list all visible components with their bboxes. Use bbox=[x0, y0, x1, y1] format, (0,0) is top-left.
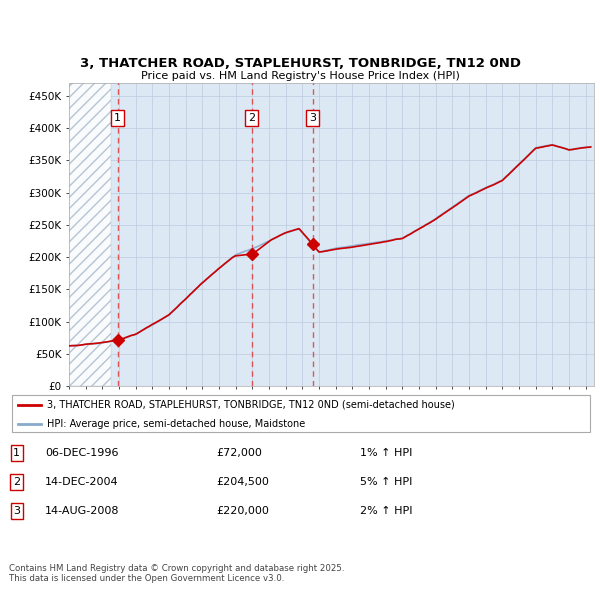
Text: Price paid vs. HM Land Registry's House Price Index (HPI): Price paid vs. HM Land Registry's House … bbox=[140, 71, 460, 80]
Text: 14-AUG-2008: 14-AUG-2008 bbox=[45, 506, 119, 516]
Text: HPI: Average price, semi-detached house, Maidstone: HPI: Average price, semi-detached house,… bbox=[47, 419, 305, 428]
Text: 3, THATCHER ROAD, STAPLEHURST, TONBRIDGE, TN12 0ND: 3, THATCHER ROAD, STAPLEHURST, TONBRIDGE… bbox=[79, 57, 521, 70]
Text: £204,500: £204,500 bbox=[216, 477, 269, 487]
Text: £220,000: £220,000 bbox=[216, 506, 269, 516]
Text: 5% ↑ HPI: 5% ↑ HPI bbox=[360, 477, 412, 487]
Text: 3, THATCHER ROAD, STAPLEHURST, TONBRIDGE, TN12 0ND (semi-detached house): 3, THATCHER ROAD, STAPLEHURST, TONBRIDGE… bbox=[47, 400, 455, 410]
Text: 14-DEC-2004: 14-DEC-2004 bbox=[45, 477, 119, 487]
FancyBboxPatch shape bbox=[12, 395, 590, 432]
Text: Contains HM Land Registry data © Crown copyright and database right 2025.
This d: Contains HM Land Registry data © Crown c… bbox=[9, 564, 344, 583]
Text: 06-DEC-1996: 06-DEC-1996 bbox=[45, 448, 119, 458]
Text: 3: 3 bbox=[309, 113, 316, 123]
Bar bbox=[69, 83, 110, 386]
Text: £72,000: £72,000 bbox=[216, 448, 262, 458]
Text: 2: 2 bbox=[13, 477, 20, 487]
Text: 2: 2 bbox=[248, 113, 255, 123]
Text: 3: 3 bbox=[13, 506, 20, 516]
Text: 2% ↑ HPI: 2% ↑ HPI bbox=[360, 506, 413, 516]
Text: 1% ↑ HPI: 1% ↑ HPI bbox=[360, 448, 412, 458]
Text: 1: 1 bbox=[13, 448, 20, 458]
Text: 1: 1 bbox=[114, 113, 121, 123]
